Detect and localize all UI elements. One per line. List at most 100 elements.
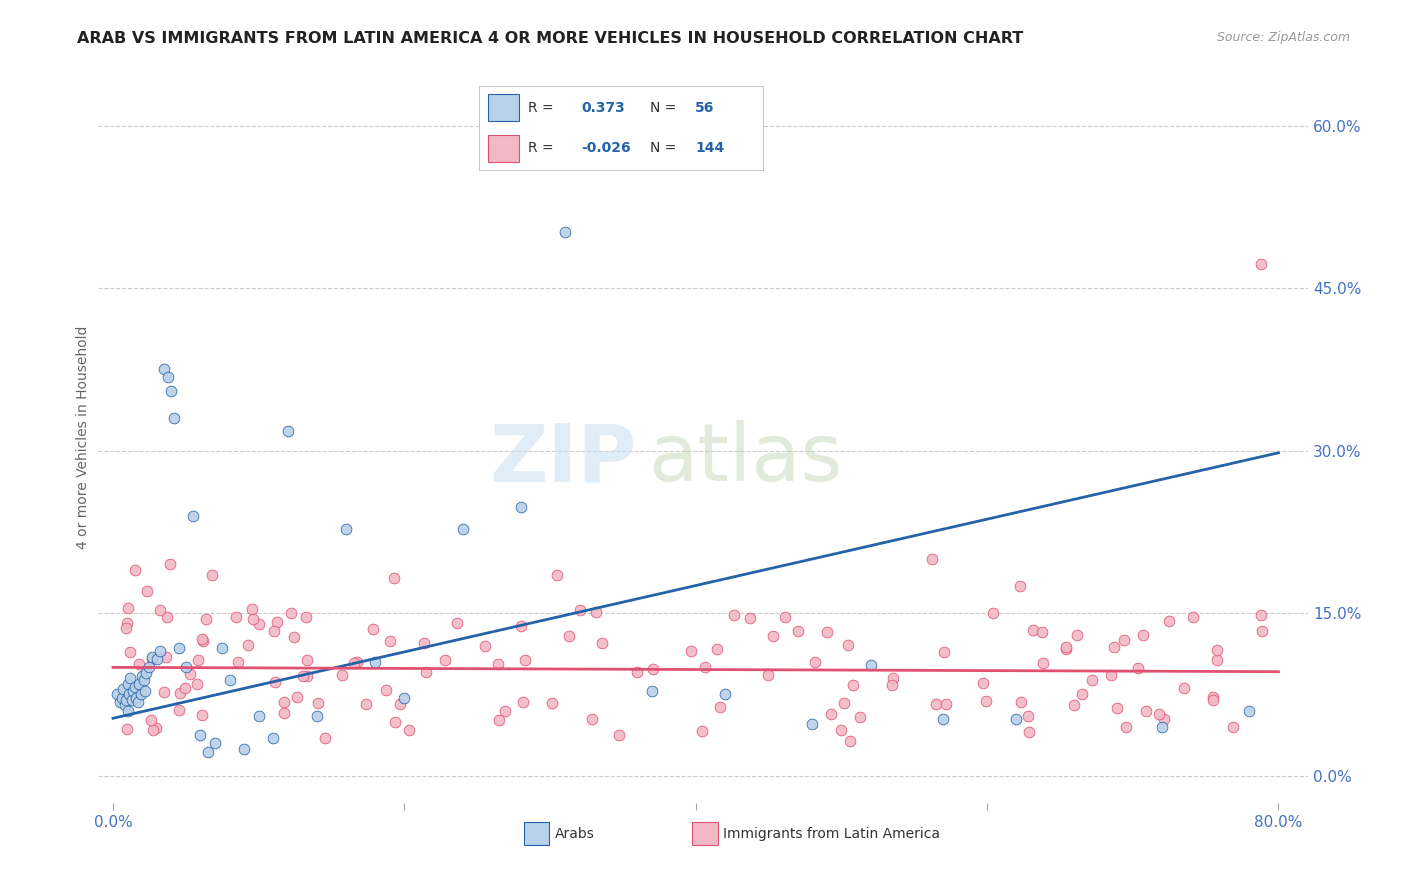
- Point: [242, 612, 264, 626]
- Point: [515, 652, 537, 666]
- Point: [415, 665, 437, 679]
- Point: [1066, 628, 1088, 642]
- Point: [120, 671, 142, 685]
- Point: [714, 688, 737, 702]
- Point: [1008, 579, 1031, 593]
- Point: [591, 636, 613, 650]
- Point: [191, 707, 214, 722]
- Text: atlas: atlas: [648, 420, 844, 498]
- Text: ARAB VS IMMIGRANTS FROM LATIN AMERICA 4 OR MORE VEHICLES IN HOUSEHOLD CORRELATIO: ARAB VS IMMIGRANTS FROM LATIN AMERICA 4 …: [77, 31, 1024, 46]
- Point: [804, 655, 827, 669]
- Point: [1250, 257, 1272, 271]
- Point: [509, 619, 531, 633]
- Point: [1206, 643, 1229, 657]
- Point: [494, 704, 516, 718]
- Point: [756, 667, 779, 681]
- Point: [114, 621, 136, 635]
- Point: [817, 624, 839, 639]
- Point: [1114, 632, 1136, 647]
- Point: [1250, 608, 1272, 623]
- Point: [211, 640, 233, 655]
- Point: [1239, 704, 1261, 718]
- Point: [568, 603, 591, 617]
- Point: [201, 568, 224, 582]
- Point: [486, 657, 509, 671]
- Point: [262, 731, 284, 745]
- Point: [115, 693, 138, 707]
- Point: [226, 655, 249, 669]
- Point: [191, 632, 214, 646]
- Point: [292, 668, 315, 682]
- Point: [218, 673, 240, 688]
- Point: [412, 636, 434, 650]
- Point: [294, 610, 316, 624]
- Point: [859, 658, 882, 673]
- Point: [128, 657, 150, 671]
- Point: [128, 676, 150, 690]
- Point: [932, 645, 955, 659]
- Point: [181, 508, 204, 523]
- Point: [283, 630, 305, 644]
- Point: [830, 723, 852, 738]
- Point: [1102, 640, 1125, 654]
- Point: [118, 645, 141, 659]
- Point: [124, 563, 146, 577]
- Point: [363, 622, 385, 636]
- Point: [1018, 725, 1040, 739]
- Point: [195, 612, 218, 626]
- Point: [1132, 628, 1154, 642]
- Point: [264, 674, 287, 689]
- Point: [974, 694, 997, 708]
- Point: [581, 712, 603, 726]
- Point: [266, 615, 288, 630]
- Point: [1202, 690, 1225, 705]
- Point: [706, 642, 728, 657]
- Point: [118, 688, 141, 702]
- Point: [1153, 712, 1175, 726]
- Point: [356, 697, 378, 711]
- Point: [1107, 701, 1129, 715]
- Point: [1150, 720, 1173, 734]
- Point: [155, 650, 177, 665]
- Point: [384, 715, 406, 730]
- Point: [117, 704, 139, 718]
- Point: [643, 662, 665, 676]
- Point: [280, 606, 302, 620]
- Point: [141, 649, 163, 664]
- Point: [122, 684, 145, 698]
- Point: [179, 666, 201, 681]
- Point: [1032, 656, 1054, 670]
- Point: [134, 684, 156, 698]
- Point: [135, 584, 157, 599]
- Point: [848, 709, 870, 723]
- Point: [1173, 681, 1195, 695]
- Point: [1017, 709, 1039, 723]
- Point: [641, 684, 664, 698]
- Point: [801, 716, 824, 731]
- Point: [762, 628, 785, 642]
- Point: [723, 607, 745, 622]
- Point: [1135, 704, 1157, 718]
- Point: [277, 424, 299, 438]
- Point: [389, 697, 412, 711]
- Point: [124, 680, 146, 694]
- Point: [117, 601, 139, 615]
- Point: [295, 653, 318, 667]
- Point: [173, 681, 195, 695]
- Point: [285, 690, 308, 704]
- Point: [364, 655, 387, 669]
- Point: [554, 225, 576, 239]
- Point: [1010, 695, 1032, 709]
- Point: [121, 693, 143, 707]
- Point: [1147, 706, 1170, 721]
- Point: [305, 709, 328, 723]
- Point: [1099, 668, 1122, 682]
- Point: [190, 727, 212, 741]
- Text: ZIP: ZIP: [489, 420, 637, 498]
- Point: [153, 685, 176, 699]
- Point: [159, 558, 181, 572]
- Point: [738, 611, 761, 625]
- Point: [1182, 610, 1205, 624]
- Point: [115, 722, 138, 736]
- Point: [125, 683, 148, 698]
